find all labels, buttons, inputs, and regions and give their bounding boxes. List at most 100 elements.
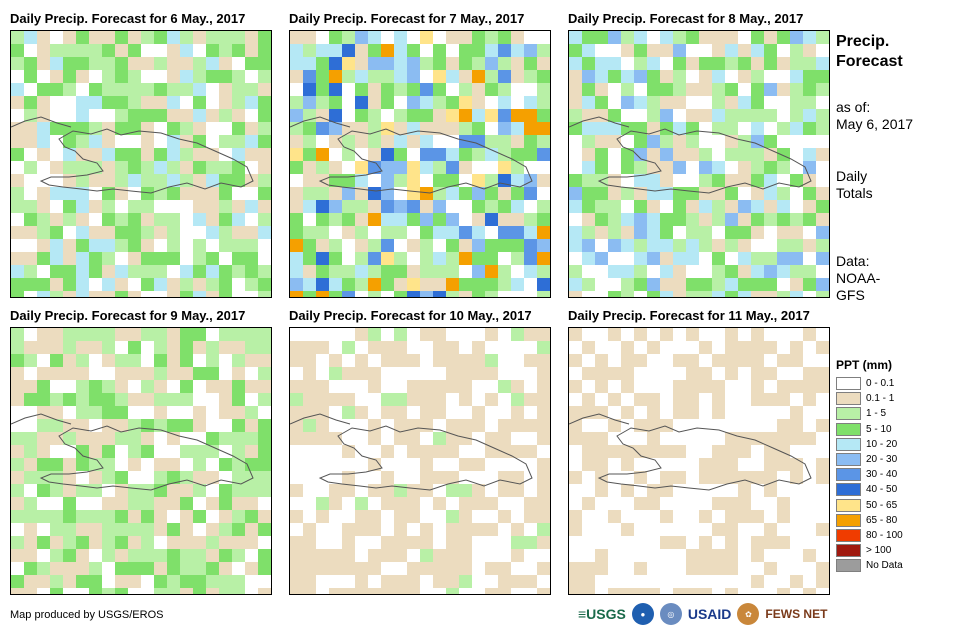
precip-cell xyxy=(76,31,89,44)
precip-cell xyxy=(660,393,673,406)
precip-cell xyxy=(115,562,128,575)
precip-cell xyxy=(524,393,537,406)
precip-cell xyxy=(355,83,368,96)
precip-cell xyxy=(712,341,725,354)
precip-cell xyxy=(537,458,550,471)
precip-cell xyxy=(699,484,712,497)
precip-cell xyxy=(219,510,232,523)
precip-cell xyxy=(725,458,738,471)
precip-cell xyxy=(355,187,368,200)
precip-cell xyxy=(245,380,258,393)
precip-cell xyxy=(433,432,446,445)
precip-cell xyxy=(115,497,128,510)
precip-cell xyxy=(790,549,803,562)
precip-cell xyxy=(11,278,24,291)
precip-cell xyxy=(154,187,167,200)
precip-cell xyxy=(245,148,258,161)
precip-cell xyxy=(712,96,725,109)
precip-cell xyxy=(141,122,154,135)
precip-cell xyxy=(128,484,141,497)
precip-cell xyxy=(290,393,303,406)
precip-cell xyxy=(738,122,751,135)
precip-cell xyxy=(699,109,712,122)
precip-cell xyxy=(699,549,712,562)
precip-cell xyxy=(595,122,608,135)
precip-cell xyxy=(647,445,660,458)
precip-cell xyxy=(712,328,725,341)
precip-cell xyxy=(550,419,551,432)
precip-cell xyxy=(303,239,316,252)
precip-cell xyxy=(316,380,329,393)
precip-cell xyxy=(206,549,219,562)
precip-cell xyxy=(582,484,595,497)
precip-cell xyxy=(407,96,420,109)
precip-cell xyxy=(647,523,660,536)
precip-cell xyxy=(63,549,76,562)
precip-cell xyxy=(550,575,551,588)
precip-cell xyxy=(271,213,272,226)
precip-cell xyxy=(647,510,660,523)
precip-cell xyxy=(24,510,37,523)
precip-cell xyxy=(128,354,141,367)
precip-cell xyxy=(433,148,446,161)
precip-cell xyxy=(582,57,595,70)
precip-cell xyxy=(50,406,63,419)
precip-cell xyxy=(355,213,368,226)
precip-cell xyxy=(128,174,141,187)
precip-cell xyxy=(608,367,621,380)
precip-cell xyxy=(621,549,634,562)
precip-cell xyxy=(154,200,167,213)
precip-cell xyxy=(420,174,433,187)
precip-cell xyxy=(686,135,699,148)
precip-cell xyxy=(485,575,498,588)
precip-cell xyxy=(271,497,272,510)
precip-cell xyxy=(316,278,329,291)
precip-cell xyxy=(290,510,303,523)
precip-cell xyxy=(206,83,219,96)
precip-cell xyxy=(738,575,751,588)
precip-cell xyxy=(368,458,381,471)
precip-cell xyxy=(803,341,816,354)
precip-cell xyxy=(193,291,206,297)
precip-cell xyxy=(141,200,154,213)
precip-cell xyxy=(76,109,89,122)
precip-cell xyxy=(433,510,446,523)
precip-cell xyxy=(407,484,420,497)
precip-cell xyxy=(381,265,394,278)
precip-cell xyxy=(524,484,537,497)
precip-cell xyxy=(459,96,472,109)
precip-cell xyxy=(498,291,511,297)
precip-cell xyxy=(420,31,433,44)
precip-cell xyxy=(686,148,699,161)
precip-cell xyxy=(829,406,830,419)
precip-cell xyxy=(647,354,660,367)
precip-cell xyxy=(459,354,472,367)
precip-cell xyxy=(433,419,446,432)
precip-cell xyxy=(524,406,537,419)
precip-cell xyxy=(550,239,551,252)
precip-cell xyxy=(472,70,485,83)
precip-cell xyxy=(290,341,303,354)
precip-cell xyxy=(524,588,537,594)
precip-cell xyxy=(76,239,89,252)
precip-cell xyxy=(368,57,381,70)
precip-cell xyxy=(271,57,272,70)
precip-cell xyxy=(472,354,485,367)
precip-cell xyxy=(803,278,816,291)
precip-cell xyxy=(342,83,355,96)
precip-cell xyxy=(381,135,394,148)
precip-cell xyxy=(621,536,634,549)
precip-cell xyxy=(193,57,206,70)
precip-cell xyxy=(420,213,433,226)
precip-cell xyxy=(485,161,498,174)
precip-cell xyxy=(167,148,180,161)
precip-cell xyxy=(738,367,751,380)
precip-cell xyxy=(368,31,381,44)
precip-cell xyxy=(11,96,24,109)
precip-cell xyxy=(63,445,76,458)
precip-cell xyxy=(258,523,271,536)
precip-cell xyxy=(219,226,232,239)
precip-cell xyxy=(712,148,725,161)
precip-cell xyxy=(829,432,830,445)
precip-cell xyxy=(290,265,303,278)
